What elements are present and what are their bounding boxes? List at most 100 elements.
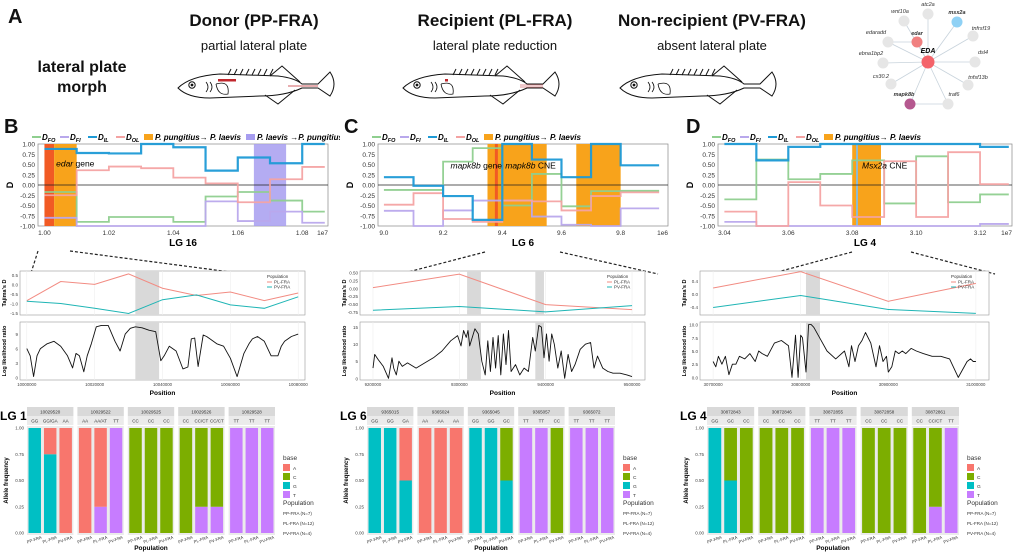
bar-segment-G (708, 428, 722, 533)
genotype-label: TT (574, 419, 580, 424)
legend-label-base-A: A (633, 466, 637, 472)
row-label-line1: lateral plate (37, 59, 127, 76)
x-tick-label: PL-FRA (773, 535, 789, 545)
facet-snp-label: 9365072 (583, 410, 601, 415)
network-node-label: wnt10a (891, 9, 909, 15)
y-axis-label: Tajima's D (2, 280, 8, 307)
tajima-line-pv-fra (372, 305, 633, 313)
bar-segment-T (94, 506, 107, 533)
x-tick-label: PV-FRA (57, 535, 73, 545)
x-tick-label: PV-FRA (498, 535, 514, 545)
y-axis-label: Tajima's D (342, 280, 348, 307)
y-tick-label: 1.00 (15, 426, 24, 431)
row-label: lateral plate morph (22, 58, 142, 98)
legend-base-title: base (283, 455, 297, 462)
genotype-label: GG (31, 419, 39, 424)
dstat-chart-d: DFO DFI DIL DOL P. pungitius→ P. laevis 1.00 0… (685, 133, 1012, 249)
genotype-label: TT (265, 419, 271, 424)
legend-swatch-base-G (623, 482, 630, 489)
network-node-cx30.2 (885, 78, 897, 90)
x-tick-label: 10080000 (289, 382, 309, 387)
facet-genotype-strip (758, 416, 806, 425)
bar-segment-C (144, 428, 158, 533)
legend-label-dfo: DFO (382, 133, 396, 144)
genotype-label: CC (763, 419, 770, 424)
legend-pop-count: PL-FRA (N=12) (967, 521, 998, 526)
x-tick-label: 10020000 (85, 382, 105, 387)
x-tick-label: PP-FRA (417, 535, 433, 545)
y-tick-label: 0.0 (692, 375, 699, 380)
bar-segment-T (109, 428, 123, 533)
highlight-region (467, 322, 481, 380)
bar-segment-C (160, 428, 173, 533)
y-tick-label: 0.00 (355, 531, 364, 536)
x-axis-label: Position (832, 390, 858, 397)
fish-dorsal-fin (269, 65, 301, 83)
network-node-label: dsl4 (978, 50, 988, 56)
facet-strip (707, 407, 755, 416)
bar-segment-G (383, 428, 397, 533)
x-tick-label: PL-FRA (927, 535, 943, 545)
bar-segment-T (810, 428, 824, 533)
legend-label-dol: DOL (466, 133, 480, 144)
x-tick-label: 9.2 (439, 230, 448, 237)
bar-segment-C (791, 428, 804, 533)
gene-annotation: mapk8b CNE (505, 161, 556, 171)
network-node-label: ebna1bp2 (859, 51, 883, 57)
highlight-region (805, 322, 820, 380)
fish-pupil (632, 83, 636, 87)
y-tick-label: -0.4 (690, 305, 698, 310)
legend-swatch-base-A (967, 464, 974, 471)
facet-snp-label: 30872843 (721, 410, 742, 415)
y-axis-label: D (345, 181, 355, 188)
x-tick-label: PP-FRA (911, 535, 927, 545)
bar-segment-C (210, 428, 224, 507)
fish-dorsal-fin (494, 65, 526, 83)
bar-segment-A (449, 428, 463, 533)
legend-label-pl: PL-FRA (274, 280, 290, 285)
x-scale-label: 1e7 (317, 230, 328, 237)
facet-strip (367, 407, 414, 416)
x-axis-label: LG 16 (169, 238, 197, 249)
legend-pop-count: PV-FRA (N=4) (967, 531, 996, 536)
x-tick-label: PV-FRA (259, 535, 275, 545)
facet-genotype-strip (27, 416, 74, 425)
bar-segment-C (759, 428, 773, 533)
y-tick-label: 0.50 (695, 478, 704, 483)
x-tick-label: 30900000 (879, 382, 899, 387)
series-line-dil (724, 142, 1009, 162)
fish-spine (705, 68, 710, 76)
zoom-line-d-left (769, 251, 853, 275)
bar-segment-T (601, 428, 614, 533)
genotype-label: GC (503, 419, 511, 424)
bar-segment-A (399, 428, 412, 481)
legend-swatch-pp-to-pl (824, 134, 833, 140)
y-tick-label: 0 (15, 376, 18, 381)
legend-label-base-A: A (977, 466, 981, 472)
genotype-label: GA (402, 419, 409, 424)
y-tick-label: 0.25 (702, 172, 715, 179)
highlight-region (535, 271, 544, 315)
facet-snp-label: 9365015 (381, 410, 399, 415)
y-tick-label: -0.25 (700, 193, 715, 200)
network-node-edaradd (882, 36, 894, 48)
y-tick-label: 0.75 (702, 152, 715, 159)
y-tick-label: -0.50 (360, 203, 375, 210)
highlight-region (135, 322, 160, 380)
legend-pop-count: PV-FRA (N=4) (623, 531, 652, 536)
fish-spine (699, 68, 704, 76)
bar-segment-G (43, 454, 57, 533)
x-tick-label: PP-FRA (517, 535, 533, 545)
network-node-wnt10a (898, 15, 910, 27)
x-tick-label: 1.08 (296, 230, 309, 237)
x-tick-label: PP-FRA (809, 535, 825, 545)
facet-genotype-strip (417, 416, 464, 425)
y-tick-label: -1.00 (700, 224, 715, 231)
y-tick-label: 0.50 (15, 478, 24, 483)
network-node-label: mapk8b (894, 92, 915, 98)
facet-genotype-strip (127, 416, 175, 425)
facet-genotype-strip (467, 416, 515, 425)
tajima-line-pl-fra (26, 273, 299, 302)
gene-network: atc2a msx2a tnfrsf19 dsl4 tnfsf13b traf6 mapk8… (859, 2, 990, 110)
genotype-label: AA (438, 419, 444, 424)
